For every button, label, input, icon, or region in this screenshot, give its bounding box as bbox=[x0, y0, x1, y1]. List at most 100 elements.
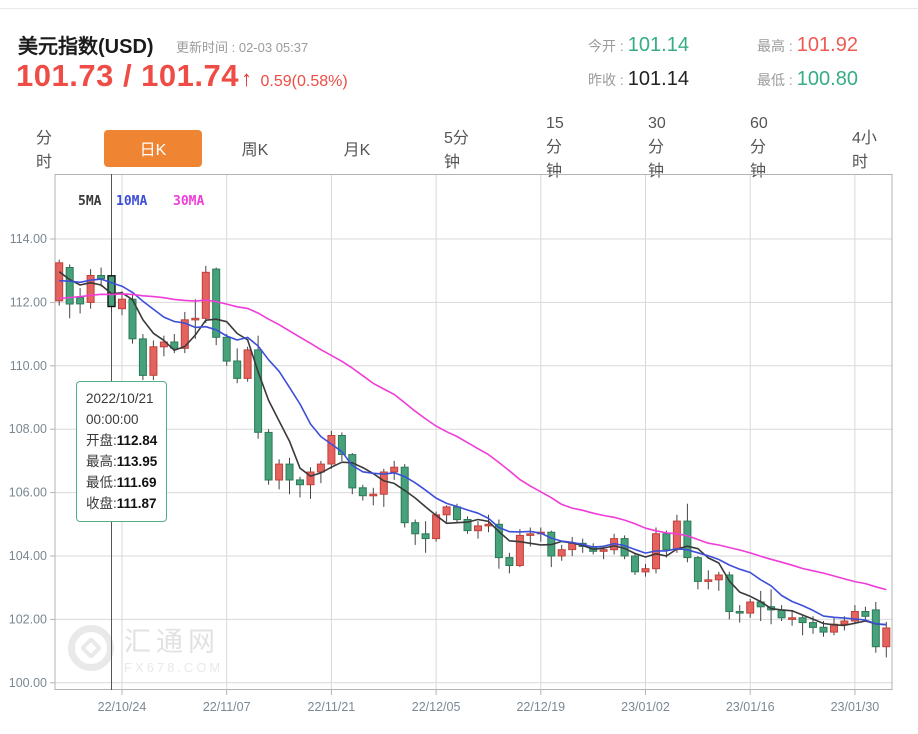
candle bbox=[222, 336, 231, 362]
tooltip-date: 2022/10/21 bbox=[86, 391, 154, 406]
tooltip-row: 开盘:112.84 bbox=[86, 432, 158, 448]
candle bbox=[746, 601, 755, 614]
candle-tooltip: 2022/10/21 00:00:00 开盘:112.84 最高:113.95 最低… bbox=[76, 381, 168, 522]
candle bbox=[515, 534, 524, 566]
svg-text:22/11/21: 22/11/21 bbox=[308, 700, 356, 714]
candle bbox=[714, 574, 723, 581]
candle bbox=[337, 435, 346, 455]
candle bbox=[662, 533, 671, 551]
candle bbox=[358, 487, 367, 497]
candle bbox=[138, 338, 147, 376]
tab-5分钟[interactable]: 5分钟 bbox=[408, 129, 510, 171]
svg-text:110.00: 110.00 bbox=[10, 359, 47, 373]
candle bbox=[474, 525, 482, 532]
candle bbox=[379, 471, 388, 495]
candle bbox=[65, 267, 74, 305]
candle bbox=[421, 533, 430, 540]
svg-text:114.00: 114.00 bbox=[10, 232, 47, 246]
tab-label: 4小时 bbox=[852, 130, 877, 171]
candle bbox=[526, 533, 535, 536]
tooltip-time: 00:00:00 bbox=[86, 411, 139, 427]
tab-label: 周K bbox=[241, 142, 269, 159]
candle bbox=[327, 435, 336, 465]
candle bbox=[683, 520, 692, 559]
price-quote: 101.73 / 101.74↑ 0.59(0.58%) bbox=[16, 58, 348, 94]
watermark-name: 汇通网 bbox=[124, 627, 220, 657]
candle bbox=[76, 297, 85, 305]
tab-30分钟[interactable]: 30分钟 bbox=[612, 115, 714, 180]
candle bbox=[243, 349, 252, 379]
stat-最高: 最高 :101.92 bbox=[757, 34, 858, 57]
tab-周K[interactable]: 周K bbox=[204, 129, 306, 167]
candle bbox=[850, 611, 859, 622]
tab-日K[interactable]: 日K bbox=[102, 129, 204, 167]
svg-text:106.00: 106.00 bbox=[9, 486, 47, 500]
candle bbox=[809, 622, 817, 628]
candle bbox=[463, 519, 472, 532]
x-grid: 22/10/24 22/11/07 22/11/21 22/12/05 22/12/19… bbox=[98, 174, 879, 714]
tab-月K[interactable]: 月K bbox=[306, 129, 408, 167]
candle bbox=[149, 346, 158, 376]
candle bbox=[369, 493, 378, 497]
ma-5-line bbox=[58, 271, 887, 627]
tab-4小时[interactable]: 4小时 bbox=[816, 129, 918, 171]
candle bbox=[882, 627, 891, 648]
candle bbox=[201, 271, 210, 319]
tab-分时[interactable]: 分时 bbox=[0, 129, 102, 171]
tab-label: 月K bbox=[343, 142, 371, 159]
candle bbox=[453, 506, 461, 521]
top-divider bbox=[0, 8, 918, 9]
stat-label: 昨收 : bbox=[588, 72, 624, 88]
stat-value: 101.14 bbox=[627, 68, 689, 90]
tab-60分钟[interactable]: 60分钟 bbox=[714, 115, 816, 180]
candle bbox=[118, 298, 126, 310]
stat-昨收: 昨收 :101.14 bbox=[588, 68, 689, 91]
tab-label: 分时 bbox=[36, 130, 53, 171]
interval-tabs: 分时 日K 周K 月K 5分钟 15分钟 30分钟 60分钟 4小时 bbox=[0, 115, 918, 180]
fx678-logo-icon bbox=[68, 624, 114, 671]
candle bbox=[400, 466, 409, 524]
candle bbox=[704, 579, 713, 582]
stat-label: 最高 : bbox=[757, 38, 793, 54]
ask-price: 101.74 bbox=[141, 58, 239, 93]
tab-label: 日K bbox=[103, 129, 203, 167]
tooltip-row: 收盘:111.87 bbox=[86, 495, 157, 511]
svg-text:112.00: 112.00 bbox=[10, 295, 47, 309]
candle bbox=[55, 262, 64, 302]
stat-value: 101.92 bbox=[796, 34, 858, 56]
plot-border bbox=[54, 174, 893, 690]
tooltip-row: 最低:111.69 bbox=[86, 474, 157, 490]
tooltip-row: 最高:113.95 bbox=[86, 453, 158, 469]
candlestick-chart[interactable]: 114.00 112.00 110.00 108.00 106.00 104.00 102.… bbox=[0, 174, 918, 734]
instrument-title: 美元指数(USD) bbox=[18, 36, 154, 58]
candle bbox=[725, 574, 734, 612]
stat-value: 101.14 bbox=[627, 34, 689, 56]
ma-legend: 5MA 10MA 30MA bbox=[78, 194, 204, 209]
candle bbox=[390, 466, 399, 473]
candle bbox=[296, 479, 304, 486]
candle bbox=[494, 523, 503, 559]
bid-price: 101.73 bbox=[16, 58, 114, 93]
stat-label: 最低 : bbox=[757, 72, 793, 88]
candle bbox=[254, 349, 263, 433]
tab-15分钟[interactable]: 15分钟 bbox=[510, 115, 612, 180]
candle bbox=[641, 568, 650, 573]
candle bbox=[777, 609, 786, 619]
candle bbox=[233, 360, 242, 379]
svg-text:23/01/02: 23/01/02 bbox=[621, 700, 670, 714]
candle bbox=[798, 617, 807, 624]
candle bbox=[442, 506, 451, 516]
svg-text:102.00: 102.00 bbox=[9, 612, 47, 626]
tab-label: 60分钟 bbox=[750, 115, 768, 180]
candle bbox=[212, 268, 221, 338]
svg-text:23/01/16: 23/01/16 bbox=[726, 700, 775, 714]
stat-最低: 最低 :100.80 bbox=[757, 68, 858, 91]
tab-label: 5分钟 bbox=[444, 130, 469, 171]
y-grid: 114.00 112.00 110.00 108.00 106.00 104.00 102.… bbox=[9, 232, 892, 690]
price-change: 0.59(0.58%) bbox=[260, 73, 348, 90]
candle bbox=[599, 549, 608, 552]
candle bbox=[631, 555, 639, 573]
candle bbox=[97, 275, 106, 280]
candle bbox=[306, 471, 315, 486]
tab-label: 15分钟 bbox=[546, 115, 564, 180]
